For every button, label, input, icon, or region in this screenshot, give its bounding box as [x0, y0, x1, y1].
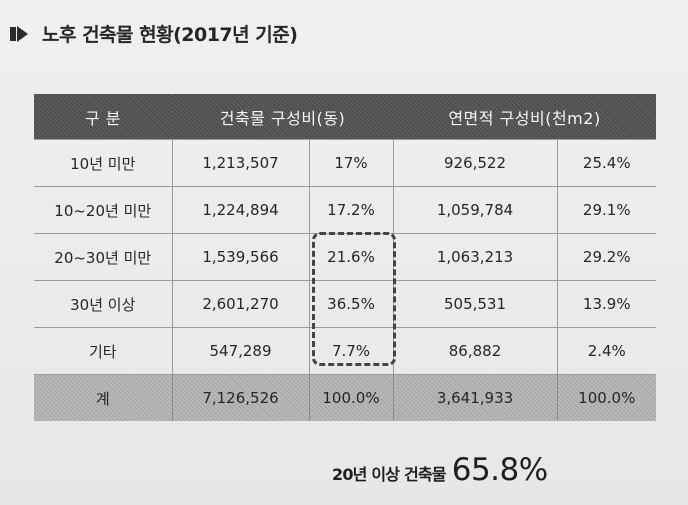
building-percent: 17%	[308, 139, 393, 187]
total-building-percent: 100.0%	[308, 374, 393, 421]
floor-area: 1,063,213	[392, 233, 557, 281]
title-row: 노후 건축물 현황(2017년 기준)	[10, 20, 298, 47]
summary-label: 20년 이상 건축물	[332, 465, 447, 484]
total-label: 계	[34, 374, 172, 421]
building-count: 1,224,894	[171, 186, 309, 234]
floor-area: 86,882	[392, 327, 557, 375]
table-row: 10년 미만 1,213,507 17% 926,522 25.4%	[34, 139, 657, 187]
building-percent: 21.6%	[308, 233, 393, 281]
row-category: 기타	[34, 327, 172, 375]
building-percent: 17.2%	[308, 186, 393, 234]
summary-value: 65.8%	[451, 452, 548, 488]
row-category: 10년 미만	[34, 139, 172, 187]
building-percent: 36.5%	[308, 280, 393, 328]
floor-area: 505,531	[392, 280, 557, 328]
header-building-ratio: 건축물 구성비(동)	[172, 94, 393, 140]
table-row: 20~30년 미만 1,539,566 21.6% 1,063,213 29.2…	[34, 233, 657, 281]
row-category: 30년 이상	[34, 280, 172, 328]
building-status-table: 구 분 건축물 구성비(동) 연면적 구성비(천m2) 10년 미만 1,213…	[34, 94, 657, 421]
table-row: 30년 이상 2,601,270 36.5% 505,531 13.9%	[34, 280, 657, 328]
floor-area: 926,522	[392, 139, 557, 187]
building-count: 1,213,507	[171, 139, 309, 187]
floor-area-percent: 2.4%	[556, 327, 657, 375]
play-marker-icon	[10, 24, 34, 44]
floor-area-percent: 25.4%	[556, 139, 657, 187]
floor-area-percent: 29.1%	[556, 186, 657, 234]
total-floor-area-percent: 100.0%	[556, 374, 657, 421]
table-header-row: 구 분 건축물 구성비(동) 연면적 구성비(천m2)	[34, 94, 657, 140]
building-percent: 7.7%	[308, 327, 393, 375]
building-count: 2,601,270	[171, 280, 309, 328]
total-floor-area: 3,641,933	[392, 374, 557, 421]
total-building-count: 7,126,526	[171, 374, 309, 421]
header-category: 구 분	[34, 94, 172, 140]
table-row: 10~20년 미만 1,224,894 17.2% 1,059,784 29.1…	[34, 186, 657, 234]
table-row: 기타 547,289 7.7% 86,882 2.4%	[34, 327, 657, 375]
floor-area: 1,059,784	[392, 186, 557, 234]
floor-area-percent: 29.2%	[556, 233, 657, 281]
page-title: 노후 건축물 현황(2017년 기준)	[42, 24, 298, 46]
table-total-row: 계 7,126,526 100.0% 3,641,933 100.0%	[34, 374, 657, 421]
summary-callout: 20년 이상 건축물 65.8%	[332, 452, 548, 488]
building-count: 547,289	[171, 327, 309, 375]
building-count: 1,539,566	[171, 233, 309, 281]
floor-area-percent: 13.9%	[556, 280, 657, 328]
row-category: 20~30년 미만	[34, 233, 172, 281]
header-floor-area-ratio: 연면적 구성비(천m2)	[393, 94, 657, 140]
row-category: 10~20년 미만	[34, 186, 172, 234]
